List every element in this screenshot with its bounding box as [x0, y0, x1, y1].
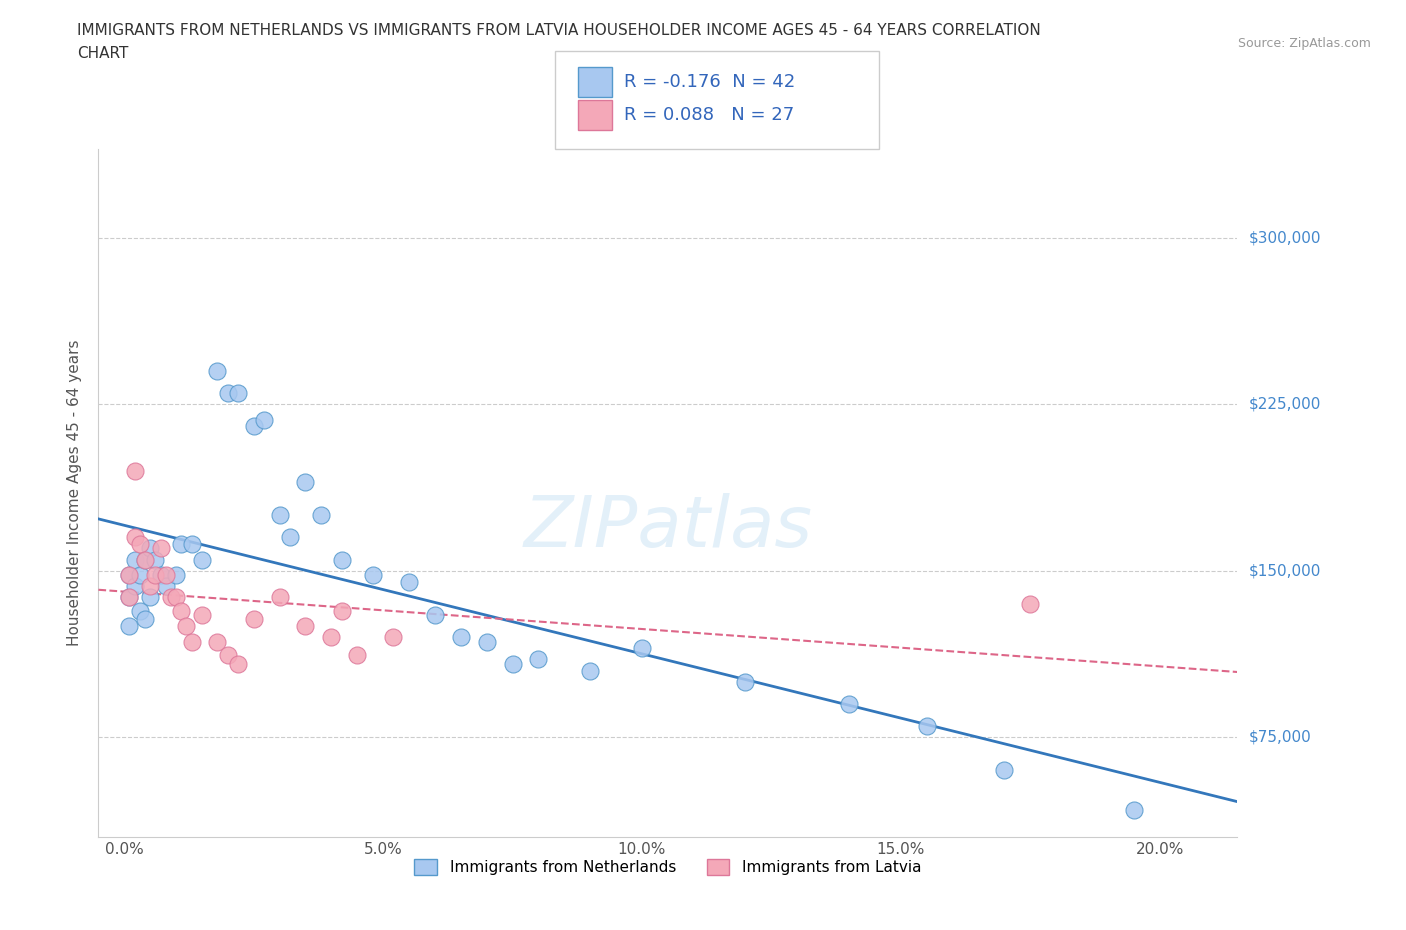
Point [579, 663, 602, 678]
Point [160, 590, 183, 604]
Y-axis label: Householder Income Ages 45 - 64 years: Householder Income Ages 45 - 64 years [67, 339, 83, 646]
Point [155, 578, 177, 593]
Point [346, 647, 368, 662]
Point [226, 386, 249, 401]
Point [128, 537, 150, 551]
Point [134, 552, 156, 567]
Point [309, 508, 332, 523]
Text: Source: ZipAtlas.com: Source: ZipAtlas.com [1237, 37, 1371, 50]
Point [278, 530, 301, 545]
Point [145, 567, 167, 582]
Point [734, 674, 756, 689]
Point [170, 604, 193, 618]
Point [118, 590, 141, 604]
Point [423, 607, 446, 622]
Point [145, 552, 167, 567]
Point [207, 634, 229, 649]
Text: $225,000: $225,000 [1249, 396, 1320, 412]
Text: CHART: CHART [77, 46, 129, 61]
Point [207, 364, 229, 379]
Point [330, 604, 353, 618]
Point [253, 412, 276, 427]
Point [139, 541, 162, 556]
Point [155, 567, 177, 582]
Text: R = 0.088   N = 27: R = 0.088 N = 27 [624, 106, 794, 125]
Point [149, 567, 172, 582]
Point [382, 630, 405, 644]
Point [118, 567, 141, 582]
Point [226, 657, 249, 671]
Text: ZIPatlas: ZIPatlas [523, 493, 813, 562]
Point [217, 647, 239, 662]
Point [128, 567, 150, 582]
Point [242, 612, 264, 627]
Point [838, 697, 860, 711]
Point [134, 552, 156, 567]
Point [118, 567, 141, 582]
Point [118, 590, 141, 604]
Legend: Immigrants from Netherlands, Immigrants from Latvia: Immigrants from Netherlands, Immigrants … [408, 853, 928, 881]
Point [1019, 596, 1042, 611]
Text: $75,000: $75,000 [1249, 730, 1312, 745]
Point [180, 634, 202, 649]
Point [321, 630, 343, 644]
Point [330, 552, 353, 567]
Point [191, 552, 214, 567]
Point [191, 607, 214, 622]
Point [269, 508, 291, 523]
Point [269, 590, 291, 604]
Point [176, 618, 198, 633]
Point [118, 618, 141, 633]
Text: R = -0.176  N = 42: R = -0.176 N = 42 [624, 73, 796, 91]
Point [134, 612, 156, 627]
Point [915, 719, 938, 734]
Point [180, 537, 202, 551]
Point [149, 541, 172, 556]
Point [993, 763, 1015, 777]
Point [1122, 803, 1144, 817]
Point [527, 652, 550, 667]
Point [139, 590, 162, 604]
Point [502, 657, 524, 671]
Point [242, 418, 264, 433]
Text: $300,000: $300,000 [1249, 230, 1320, 246]
Text: $150,000: $150,000 [1249, 563, 1320, 578]
Point [450, 630, 472, 644]
Point [139, 578, 162, 593]
Point [361, 567, 384, 582]
Point [398, 574, 420, 589]
Point [475, 634, 498, 649]
Point [631, 641, 654, 656]
Point [128, 604, 150, 618]
Point [124, 530, 146, 545]
Text: IMMIGRANTS FROM NETHERLANDS VS IMMIGRANTS FROM LATVIA HOUSEHOLDER INCOME AGES 45: IMMIGRANTS FROM NETHERLANDS VS IMMIGRANT… [77, 23, 1040, 38]
Point [294, 474, 316, 489]
Point [124, 578, 146, 593]
Point [294, 618, 316, 633]
Point [124, 463, 146, 478]
Point [165, 567, 187, 582]
Point [165, 590, 187, 604]
Point [124, 552, 146, 567]
Point [217, 386, 239, 401]
Point [170, 537, 193, 551]
